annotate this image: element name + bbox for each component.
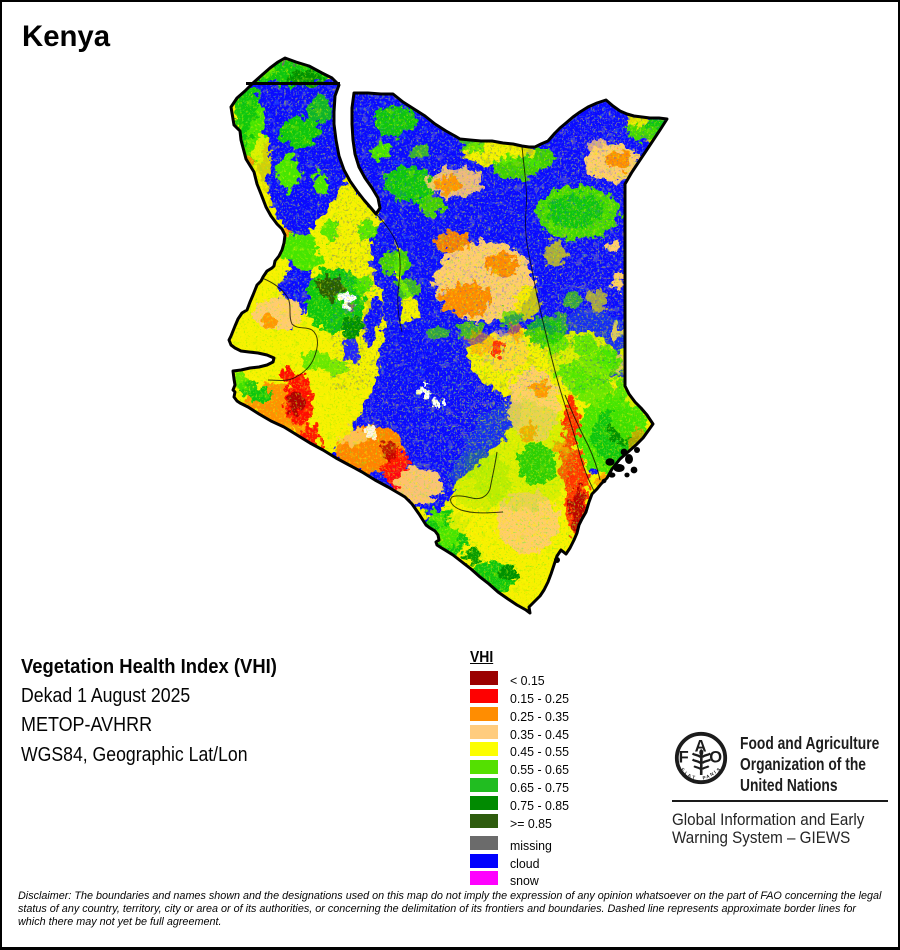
svg-text:A: A <box>706 773 711 779</box>
svg-text:N: N <box>709 771 715 777</box>
svg-text:I: I <box>684 771 687 776</box>
svg-text:S: S <box>716 767 722 773</box>
svg-text:F: F <box>680 767 685 773</box>
svg-text:F: F <box>679 749 689 767</box>
svg-text:T: T <box>692 775 696 780</box>
svg-text:I: I <box>713 770 717 775</box>
svg-text:A: A <box>687 773 692 779</box>
svg-text:O: O <box>709 749 722 767</box>
svg-text:P: P <box>702 775 706 780</box>
svg-text:A: A <box>695 738 707 756</box>
